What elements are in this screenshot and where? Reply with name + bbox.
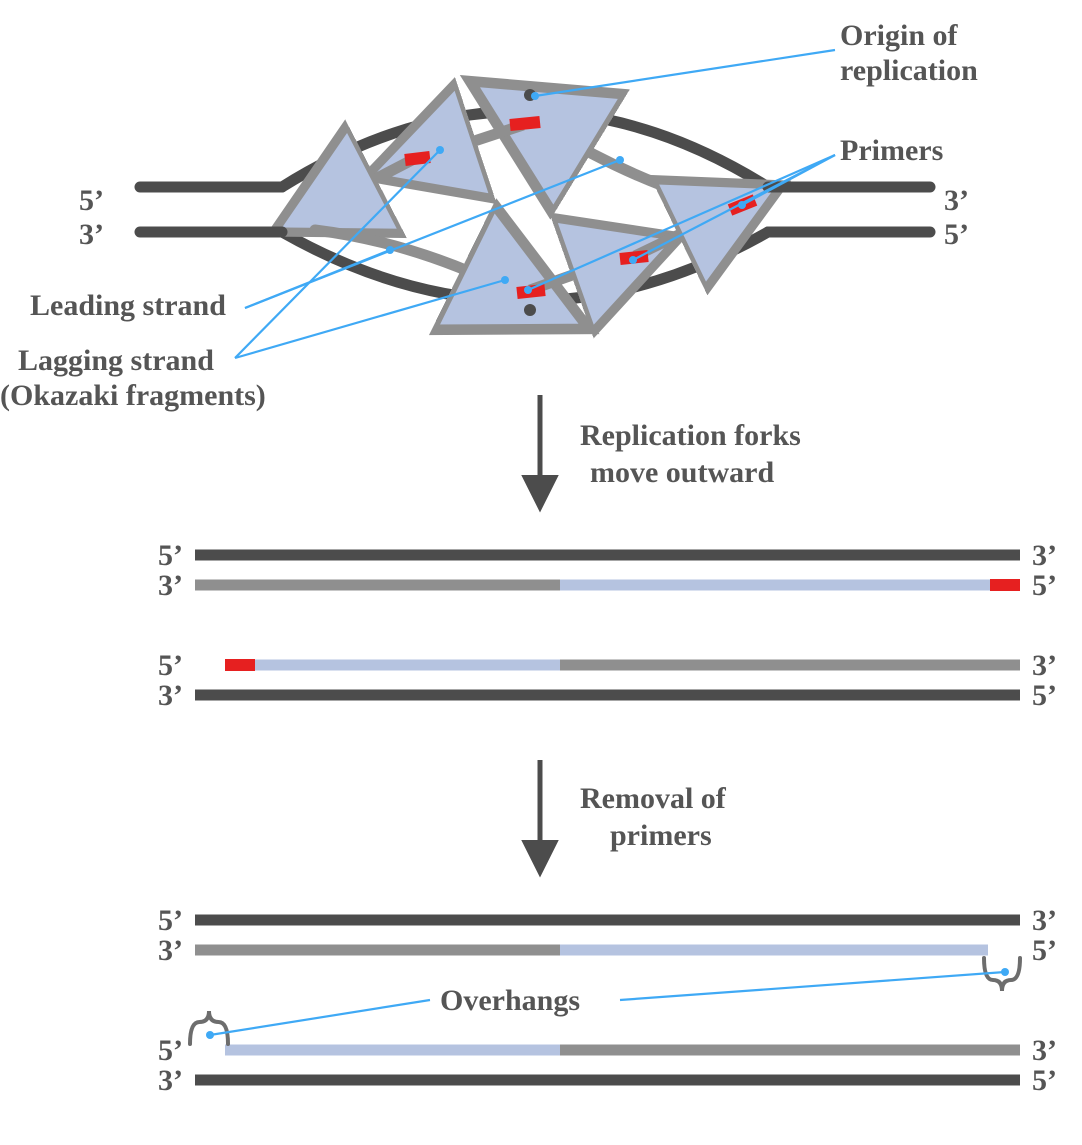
origin-label: Origin of [840,19,959,52]
end-label: 5’ [1032,679,1057,712]
overhangs-label: Overhangs [440,984,580,1017]
dna-replication-diagram: 5’3’3’5’Origin ofreplicationPrimersLeadi… [0,0,1082,1145]
end-label: 3’ [1032,1034,1057,1067]
origin-label: replication [840,54,978,87]
end-label: 5’ [158,539,183,572]
step-label: primers [610,819,712,852]
replication-bubble [282,111,768,301]
overhang-brace [190,1011,228,1044]
step-label: Removal of [580,782,727,815]
end-label: 5’ [158,904,183,937]
leading-label: Leading strand [30,289,226,322]
end-label: 3’ [1032,539,1057,572]
end-label: 3’ [79,218,104,251]
end-label: 3’ [158,1064,183,1097]
end-label: 5’ [79,184,104,217]
end-label: 5’ [158,1034,183,1067]
end-label: 5’ [1032,934,1057,967]
end-label: 3’ [1032,649,1057,682]
end-label: 3’ [1032,904,1057,937]
end-label: 3’ [944,184,969,217]
end-label: 5’ [1032,569,1057,602]
end-label: 3’ [158,569,183,602]
end-label: 3’ [158,934,183,967]
primers-label: Primers [840,134,943,167]
end-label: 5’ [1032,1064,1057,1097]
lagging-label: Lagging strand [18,344,214,377]
end-label: 5’ [158,649,183,682]
step-label: Replication forks [580,419,801,452]
lagging-label: (Okazaki fragments) [0,379,266,412]
end-label: 3’ [158,679,183,712]
end-label: 5’ [944,218,969,251]
step-label: move outward [590,456,774,489]
